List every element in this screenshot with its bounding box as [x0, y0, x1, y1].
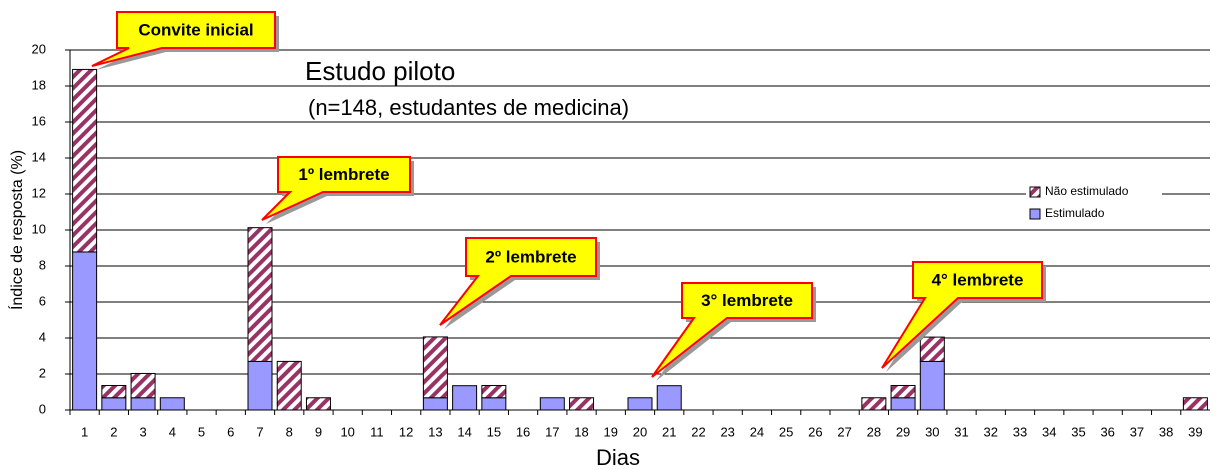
bar-segment [569, 397, 595, 411]
x-tick-label: 28 [867, 424, 881, 439]
x-tick-label: 11 [370, 424, 384, 439]
bar-segment [656, 385, 682, 411]
y-tick-label: 16 [32, 113, 46, 128]
bar-segment [481, 397, 507, 411]
bar-segment [481, 385, 507, 399]
x-tick-label: 26 [808, 424, 822, 439]
x-tick-label: 25 [779, 424, 793, 439]
bar-segment [72, 251, 98, 411]
callout-label: 2º lembrete [485, 247, 576, 266]
y-tick-label: 18 [32, 77, 46, 92]
chart-subtitle: (n=148, estudantes de medicina) [308, 95, 629, 120]
x-tick-label: 30 [925, 424, 939, 439]
y-tick-label: 10 [32, 221, 46, 236]
callout-box [881, 261, 1043, 369]
bar-segment [130, 372, 156, 399]
bar-segment [539, 397, 565, 411]
x-tick-label: 7 [256, 424, 263, 439]
x-tick-label: 4 [169, 424, 176, 439]
x-tick-label: 14 [457, 424, 471, 439]
x-tick-label: 34 [1042, 424, 1056, 439]
bar-segment [422, 336, 448, 399]
y-tick-label: 14 [32, 149, 46, 164]
x-tick-label: 15 [487, 424, 501, 439]
bar-segment [422, 397, 448, 411]
bar-segment [101, 385, 127, 399]
x-axis-label: Dias [596, 445, 640, 470]
x-tick-label: 36 [1100, 424, 1114, 439]
x-tick-label: 31 [954, 424, 968, 439]
callout-box [91, 11, 276, 67]
x-tick-label: 39 [1188, 424, 1202, 439]
bar-segment [305, 397, 331, 411]
x-tick-label: 19 [604, 424, 618, 439]
legend-swatch [1029, 208, 1041, 220]
x-tick-label: 3 [139, 424, 146, 439]
bar-segment [159, 397, 185, 411]
bar-segment [276, 360, 302, 411]
x-tick-label: 16 [516, 424, 530, 439]
x-tick-label: 20 [633, 424, 647, 439]
x-tick-label: 32 [984, 424, 998, 439]
x-tick-label: 2 [110, 424, 117, 439]
x-tick-label: 10 [340, 424, 354, 439]
y-tick-label: 0 [39, 401, 46, 416]
callout-box [261, 156, 411, 221]
y-tick-label: 4 [39, 329, 46, 344]
x-tick-label: 27 [837, 424, 851, 439]
x-tick-label: 12 [399, 424, 413, 439]
callout-box [439, 237, 597, 326]
x-tick-label: 21 [662, 424, 676, 439]
bar-segment [627, 397, 653, 411]
x-tick-label: 18 [574, 424, 588, 439]
x-tick-label: 37 [1130, 424, 1144, 439]
bar-segment [452, 385, 478, 411]
x-tick-label: 22 [691, 424, 705, 439]
x-tick-label: 1 [81, 424, 88, 439]
legend-background [1026, 182, 1162, 226]
x-tick-label: 8 [286, 424, 293, 439]
y-axis-label: Índice de resposta (%) [7, 150, 26, 310]
x-tick-label: 5 [198, 424, 205, 439]
x-tick-label: 13 [428, 424, 442, 439]
bar-segment [919, 360, 945, 411]
callout-box [651, 282, 813, 378]
bar-segment [247, 360, 273, 411]
x-tick-label: 33 [1013, 424, 1027, 439]
x-tick-label: 29 [896, 424, 910, 439]
x-tick-label: 17 [545, 424, 559, 439]
bar-segment [130, 397, 156, 411]
y-tick-label: 20 [32, 41, 46, 56]
x-tick-label: 6 [227, 424, 234, 439]
bar-segment [101, 397, 127, 411]
callout-label: 4° lembrete [932, 270, 1024, 289]
callout-label: 1º lembrete [298, 165, 389, 184]
bar-segment [919, 336, 945, 362]
chart-title: Estudo piloto [305, 56, 455, 86]
y-tick-label: 2 [39, 365, 46, 380]
bar-segment [72, 68, 98, 253]
bar-segment [247, 227, 273, 362]
x-tick-label: 23 [720, 424, 734, 439]
bar-segment [890, 397, 916, 411]
callout-label: 3° lembrete [701, 291, 793, 310]
x-tick-label: 9 [315, 424, 322, 439]
y-tick-label: 6 [39, 293, 46, 308]
legend-label: Estimulado [1045, 206, 1105, 220]
callout-label: Convite inicial [138, 20, 253, 39]
legend-swatch [1029, 186, 1041, 198]
bar-segment [861, 397, 887, 411]
bar-segment [1182, 397, 1208, 411]
y-tick-label: 12 [32, 185, 46, 200]
bar-segment [890, 385, 916, 399]
y-tick-label: 8 [39, 257, 46, 272]
x-tick-label: 35 [1071, 424, 1085, 439]
x-tick-label: 38 [1159, 424, 1173, 439]
legend-label: Não estimulado [1045, 184, 1129, 198]
x-tick-label: 24 [750, 424, 764, 439]
